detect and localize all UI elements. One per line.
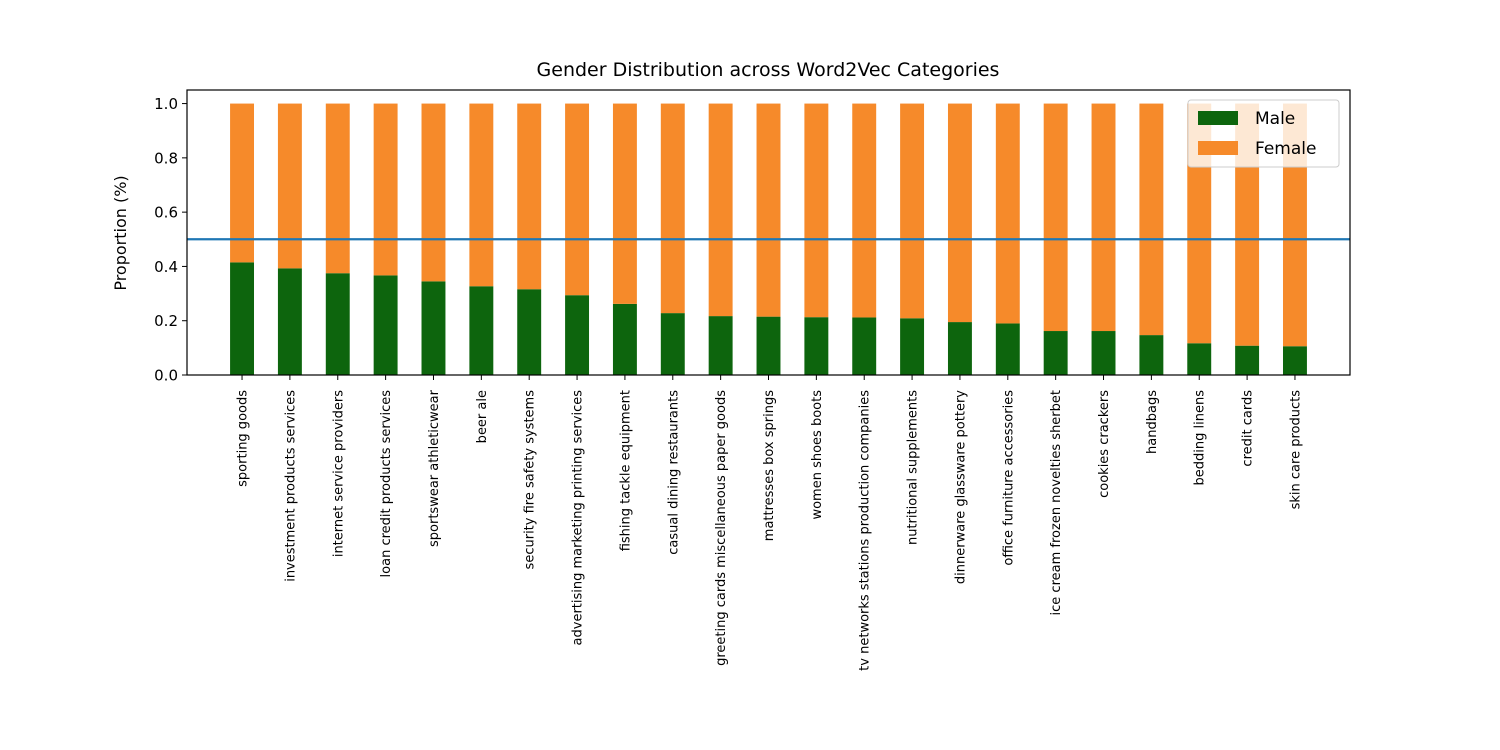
bar-female	[660, 103, 685, 314]
bar-male	[756, 316, 781, 375]
x-tick-label: advertising marketing printing services	[571, 390, 586, 646]
bar-female	[947, 103, 972, 323]
x-tick-label: skin care products	[1288, 390, 1303, 510]
bar-female	[612, 103, 637, 304]
y-axis-label: Proportion (%)	[111, 175, 130, 290]
bar-female	[852, 103, 877, 318]
x-tick-label: casual dining restaurants	[666, 390, 681, 555]
x-tick-label: ice cream frozen novelties sherbet	[1049, 390, 1064, 615]
plot-area: 0.0 0.2 0.4 0.6 0.8 1.0 sporting goods investme…	[154, 89, 1351, 671]
bar-male	[660, 313, 685, 375]
x-tick-label: sportswear athleticwear	[427, 389, 442, 547]
x-tick-label: internet service providers	[331, 390, 346, 557]
bar-female	[900, 103, 925, 319]
bar-female	[708, 103, 733, 317]
bar-male	[1091, 331, 1116, 375]
x-tick-label: mattresses box springs	[762, 390, 777, 541]
bar-female	[517, 103, 542, 290]
x-tick-label: sporting goods	[236, 390, 251, 487]
x-tick-label: women shoes boots	[810, 390, 825, 520]
bar-female	[565, 103, 590, 296]
bar-female	[373, 103, 398, 276]
bar-female	[421, 103, 446, 282]
bar-male	[995, 323, 1020, 375]
x-tick-label: nutritional supplements	[906, 390, 921, 545]
legend-swatch	[1198, 141, 1238, 155]
x-tick-label: tv networks stations production companie…	[858, 390, 873, 671]
bar-female	[277, 103, 302, 269]
legend-label: Female	[1255, 139, 1316, 159]
bar-male	[947, 322, 972, 375]
bar-male	[1139, 335, 1164, 375]
bar-female	[469, 103, 494, 287]
y-tick-label: 0.4	[154, 258, 178, 276]
bar-male	[565, 295, 590, 375]
bar-male	[517, 289, 542, 375]
y-tick-label: 0.0	[154, 367, 178, 385]
bar-male	[804, 317, 829, 375]
bar-female	[995, 103, 1020, 324]
y-tick-label: 0.6	[154, 204, 178, 222]
bar-male	[852, 317, 877, 375]
x-tick-label: office furniture accessories	[1001, 390, 1016, 566]
x-tick-label: loan credit products services	[379, 390, 394, 578]
legend-swatch	[1198, 111, 1238, 125]
bar-male	[325, 273, 350, 375]
bar-female	[756, 103, 781, 317]
bar-male	[1043, 331, 1068, 375]
bar-male	[230, 262, 255, 375]
y-tick-label: 0.8	[154, 149, 178, 167]
bar-male	[1282, 346, 1307, 375]
bar-male	[373, 275, 398, 375]
legend-label: Male	[1255, 109, 1295, 129]
bar-male	[1235, 345, 1260, 375]
bar-male	[421, 281, 446, 375]
bar-male	[900, 318, 925, 375]
x-tick-label: handbags	[1145, 390, 1160, 454]
x-tick-label: fishing tackle equipment	[618, 390, 633, 551]
x-tick-label: beer ale	[475, 390, 490, 443]
y-tick-label: 1.0	[154, 95, 178, 113]
x-tick-label: security fire safety systems	[523, 390, 538, 570]
bar-female	[1091, 103, 1116, 332]
x-tick-label: greeting cards miscellaneous paper goods	[714, 390, 729, 666]
bar-male	[1187, 343, 1212, 375]
chart-title: Gender Distribution across Word2Vec Cate…	[537, 59, 1000, 81]
bar-female	[804, 103, 829, 318]
bar-male	[708, 316, 733, 375]
x-tick-label: dinnerware glassware pottery	[953, 390, 968, 584]
bar-female	[1139, 103, 1164, 336]
bar-female	[325, 103, 350, 274]
bar-female	[230, 103, 255, 263]
bar-female	[1043, 103, 1068, 332]
bar-male	[277, 268, 302, 375]
x-tick-label: investment products services	[283, 390, 298, 582]
legend: Male Female	[1187, 99, 1340, 168]
bar-male	[612, 303, 637, 375]
bar-male	[469, 286, 494, 375]
x-tick-label: bedding linens	[1193, 390, 1208, 486]
y-tick-label: 0.2	[154, 312, 178, 330]
x-tick-label: credit cards	[1241, 390, 1256, 467]
x-tick-label: cookies crackers	[1097, 390, 1112, 498]
